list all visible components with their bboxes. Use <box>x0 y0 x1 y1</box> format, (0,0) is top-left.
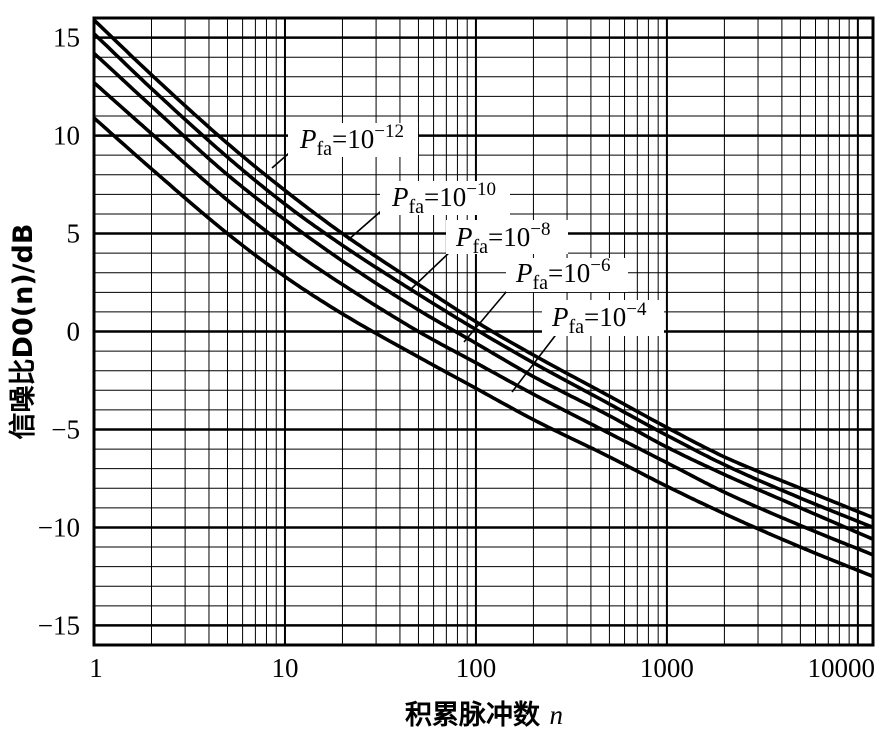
y-tick-label: −15 <box>38 610 80 640</box>
x-tick-label: 100 <box>456 653 497 683</box>
series-label-bg-2 <box>380 181 510 215</box>
series-line-3 <box>92 51 874 541</box>
y-tick-label: −5 <box>51 414 80 444</box>
series-line-5 <box>92 116 874 579</box>
series-label-2: Pfa=10−10 <box>391 179 496 218</box>
y-tick-label: 10 <box>53 121 80 151</box>
x-axis-title: 积累脉冲数 n <box>405 700 563 731</box>
axis-titles: 积累脉冲数 n 信噪比D0(n)/dB <box>8 224 563 731</box>
series-label-3: Pfa=10−8 <box>455 219 551 258</box>
series-label-4: Pfa=10−6 <box>515 255 611 294</box>
x-tick-label: 1000 <box>640 653 694 683</box>
curves <box>92 18 874 579</box>
series-line-4 <box>92 81 874 557</box>
series-line-2 <box>92 32 874 530</box>
tick-labels: 1 10 100 1000 10000 15 10 5 0 −5 −10 −15 <box>38 23 875 683</box>
y-tick-label: −10 <box>38 512 80 542</box>
y-tick-label: 5 <box>67 219 81 249</box>
series-label-5: Pfa=10−4 <box>551 299 647 338</box>
y-axis-title: 信噪比D0(n)/dB <box>8 224 39 440</box>
series-label-leader-5 <box>511 331 559 393</box>
x-tick-label: 10000 <box>808 653 876 683</box>
y-tick-label: 15 <box>53 23 80 53</box>
series-line-1 <box>92 18 874 520</box>
x-tick-label: 10 <box>271 653 298 683</box>
series-label-bg-5 <box>542 300 664 336</box>
series-label-leader-3 <box>409 249 453 291</box>
series-label-bg-4 <box>506 258 628 292</box>
series-label-bg-3 <box>446 220 568 254</box>
x-tick-label: 1 <box>89 653 103 683</box>
series-label-bg-1 <box>288 123 418 157</box>
plot-frame <box>92 16 875 647</box>
y-tick-label: 0 <box>67 317 81 347</box>
series-label-1: Pfa=10−12 <box>299 121 404 160</box>
series-label-leader-4 <box>463 284 513 343</box>
